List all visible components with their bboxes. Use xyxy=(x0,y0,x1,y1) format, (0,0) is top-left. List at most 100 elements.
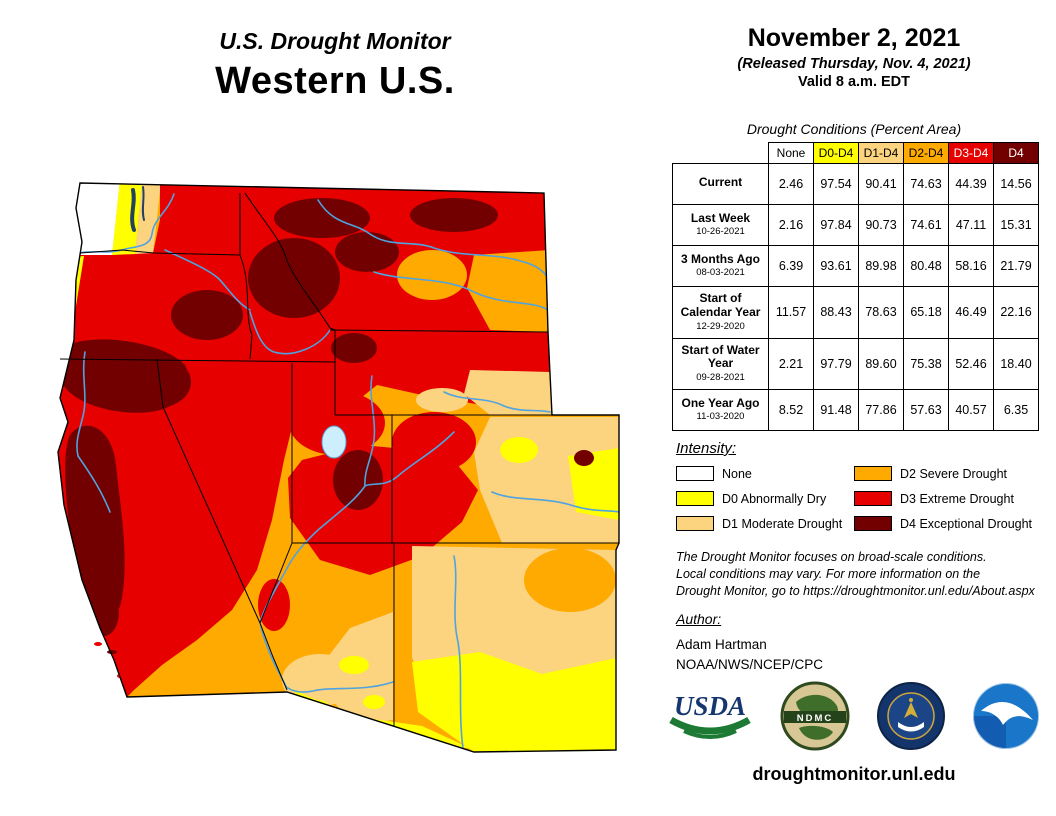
table-cell: 2.16 xyxy=(768,204,814,246)
legend-label: None xyxy=(722,466,752,481)
table-cell: 21.79 xyxy=(993,245,1039,287)
col-header-d0-d4: D0-D4 xyxy=(813,142,859,164)
table-cell: 77.86 xyxy=(858,389,904,432)
map-d4-areas xyxy=(60,198,594,636)
logo-row: USDA NDMC xyxy=(664,680,1042,757)
row-label-date: 10-26-2021 xyxy=(696,226,745,238)
row-label-date: 11-03-2020 xyxy=(696,411,745,423)
disclaimer-line: Drought Monitor, go to https://droughtmo… xyxy=(676,583,1035,598)
d3-swatch xyxy=(854,491,892,506)
table-cell: 47.11 xyxy=(948,204,994,246)
legend-item-d1: D1 Moderate Drought xyxy=(676,516,854,531)
author-block: Author: Adam Hartman NOAA/NWS/NCEP/CPC xyxy=(676,611,1036,674)
drought-table: None D0-D4 D1-D4 D2-D4 D3-D4 D4 Current … xyxy=(672,142,1039,432)
legend-label: D3 Extreme Drought xyxy=(900,491,1014,506)
table-cell: 52.46 xyxy=(948,337,994,391)
table-row-last-week: Last Week 10-26-2021 2.16 97.84 90.73 74… xyxy=(672,204,1039,246)
table-cell: 11.57 xyxy=(768,286,814,339)
site-url: droughtmonitor.unl.edu xyxy=(752,764,956,784)
monitor-title: U.S. Drought Monitor xyxy=(219,28,451,54)
table-row-start-calendar-year: Start of Calendar Year 12-29-2020 11.57 … xyxy=(672,286,1039,339)
intensity-legend: Intensity: None D0 Abnormally Dry D1 Mod… xyxy=(676,440,1042,531)
legend-item-d0: D0 Abnormally Dry xyxy=(676,491,854,506)
table-cell: 58.16 xyxy=(948,245,994,287)
table-cell: 57.63 xyxy=(903,389,949,432)
table-row-one-year-ago: One Year Ago 11-03-2020 8.52 91.48 77.86… xyxy=(672,389,1039,432)
state-borders xyxy=(59,192,619,726)
commerce-seal-logo xyxy=(875,680,947,757)
release-note: (Released Thursday, Nov. 4, 2021) xyxy=(737,56,971,72)
table-cell: 90.73 xyxy=(858,204,904,246)
map-rivers xyxy=(76,193,619,749)
table-cell: 93.61 xyxy=(813,245,859,287)
table-row-current: Current 2.46 97.54 90.41 74.63 44.39 14.… xyxy=(672,163,1039,205)
row-label-one-year-ago: One Year Ago 11-03-2020 xyxy=(672,389,769,432)
col-header-d2-d4: D2-D4 xyxy=(903,142,949,164)
legend-label: D0 Abnormally Dry xyxy=(722,491,827,506)
legend-label: D1 Moderate Drought xyxy=(722,516,843,531)
noaa-logo xyxy=(970,680,1042,757)
valid-time: Valid 8 a.m. EDT xyxy=(797,74,910,90)
d4-swatch xyxy=(854,516,892,531)
row-label-text: 3 Months Ago xyxy=(681,251,760,266)
row-label-date: 12-29-2020 xyxy=(696,320,745,332)
legend-item-none: None xyxy=(676,466,854,481)
puget-sound xyxy=(130,188,136,232)
row-label-current: Current xyxy=(672,163,769,205)
table-cell: 15.31 xyxy=(993,204,1039,246)
table-cell: 2.21 xyxy=(768,337,814,391)
table-cell: 22.16 xyxy=(993,286,1039,339)
map-none-area xyxy=(68,183,120,259)
col-header-none: None xyxy=(768,142,814,164)
legend-label: D4 Exceptional Drought xyxy=(900,516,1033,531)
table-cell: 90.41 xyxy=(858,163,904,205)
table-cell: 46.49 xyxy=(948,286,994,339)
ndmc-logo-text: NDMC xyxy=(797,713,834,724)
table-cell: 89.98 xyxy=(858,245,904,287)
table-corner xyxy=(672,142,769,164)
col-header-d1-d4: D1-D4 xyxy=(858,142,904,164)
table-cell: 6.35 xyxy=(993,389,1039,432)
release-block: November 2, 2021 (Released Thursday, Nov… xyxy=(676,24,1032,90)
table-cell: 97.79 xyxy=(813,337,859,391)
table-cell: 97.54 xyxy=(813,163,859,205)
col-header-d3-d4: D3-D4 xyxy=(948,142,994,164)
table-cell: 78.63 xyxy=(858,286,904,339)
row-label-last-week: Last Week 10-26-2021 xyxy=(672,204,769,246)
legend-item-d4: D4 Exceptional Drought xyxy=(854,516,1032,531)
table-cell: 88.43 xyxy=(813,286,859,339)
release-date: November 2, 2021 xyxy=(747,24,961,52)
great-salt-lake xyxy=(321,425,347,459)
author-name: Adam Hartman xyxy=(676,637,767,652)
table-cell: 74.61 xyxy=(903,204,949,246)
table-cell: 6.39 xyxy=(768,245,814,287)
drought-map xyxy=(57,182,620,753)
row-label-text: Start of Water Year xyxy=(681,342,760,371)
d2-swatch xyxy=(854,466,892,481)
usda-logo-text: USDA xyxy=(674,691,746,721)
table-caption: Drought Conditions (Percent Area) xyxy=(746,121,962,137)
table-cell: 8.52 xyxy=(768,389,814,432)
legend-item-d3: D3 Extreme Drought xyxy=(854,491,1032,506)
region-outline xyxy=(57,182,620,753)
table-row-3-months-ago: 3 Months Ago 08-03-2021 6.39 93.61 89.98… xyxy=(672,245,1039,287)
row-label-text: Current xyxy=(698,175,743,190)
table-cell: 18.40 xyxy=(993,337,1039,391)
table-cell: 2.46 xyxy=(768,163,814,205)
d1-swatch xyxy=(676,516,714,531)
table-cell: 74.63 xyxy=(903,163,949,205)
author-heading: Author: xyxy=(676,611,722,627)
legend-label: D2 Severe Drought xyxy=(900,466,1008,481)
disclaimer-line: The Drought Monitor focuses on broad-sca… xyxy=(676,550,987,564)
legend-item-d2: D2 Severe Drought xyxy=(854,466,1032,481)
ndmc-logo: NDMC xyxy=(779,680,851,757)
row-label-start-calendar-year: Start of Calendar Year 12-29-2020 xyxy=(672,286,769,339)
table-cell: 14.56 xyxy=(993,163,1039,205)
table-cell: 91.48 xyxy=(813,389,859,432)
region-title: Western U.S. xyxy=(215,60,455,102)
table-cell: 75.38 xyxy=(903,337,949,391)
row-label-text: Start of Calendar Year xyxy=(680,291,761,319)
disclaimer-text: The Drought Monitor focuses on broad-sca… xyxy=(676,549,1046,600)
usda-logo: USDA xyxy=(664,685,756,752)
table-cell: 65.18 xyxy=(903,286,949,339)
